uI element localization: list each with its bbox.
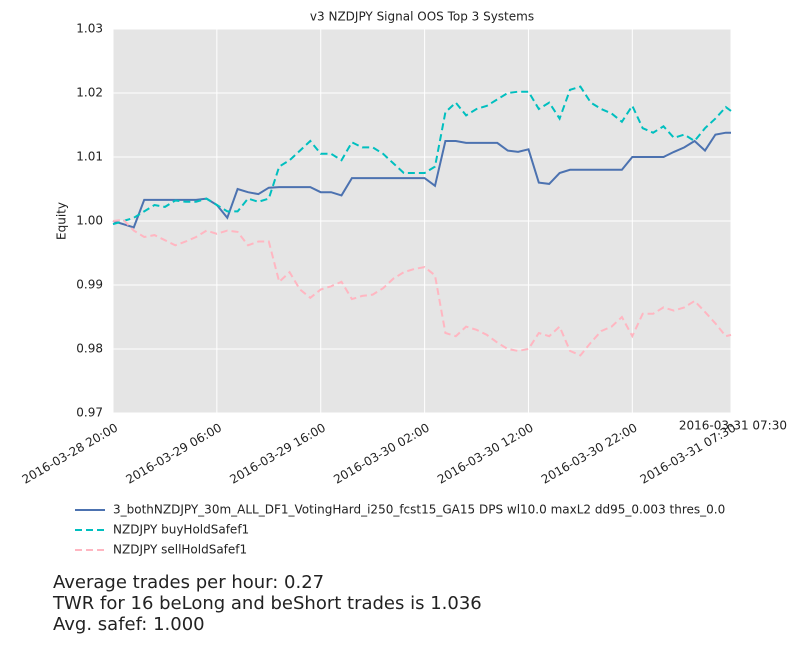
x-offset-label: 2016-03-31 07:30: [679, 419, 787, 433]
x-tick-label: 2016-03-29 06:00: [123, 421, 224, 487]
x-tick-label: 2016-03-29 16:00: [227, 421, 328, 487]
annotation: Avg. safef: 1.000: [53, 614, 205, 635]
series-line: [112, 85, 732, 226]
y-tick-label: 1.01: [76, 150, 103, 164]
annotation: Average trades per hour: 0.27: [53, 572, 324, 593]
chart-title: v3 NZDJPY Signal OOS Top 3 Systems: [310, 10, 534, 24]
legend-label: NZDJPY buyHoldSafef1: [113, 523, 249, 537]
y-tick-label: 0.97: [76, 406, 103, 420]
y-tick-label: 1.03: [76, 22, 103, 36]
annotation: TWR for 16 beLong and beShort trades is …: [52, 593, 482, 614]
y-tick-label: 1.02: [76, 86, 103, 100]
x-tick-label: 2016-03-30 02:00: [331, 421, 432, 487]
series-line: [112, 218, 732, 357]
x-tick-label: 2016-03-30 22:00: [539, 421, 640, 487]
y-tick-label: 1.00: [76, 214, 103, 228]
x-tick-label: 2016-03-28 20:00: [20, 421, 121, 487]
y-tick-label: 0.98: [76, 342, 103, 356]
y-tick-label: 0.99: [76, 278, 103, 292]
x-tick-label: 2016-03-30 12:00: [435, 421, 536, 487]
legend-label: 3_bothNZDJPY_30m_ALL_DF1_VotingHard_i250…: [113, 503, 725, 517]
legend-label: NZDJPY sellHoldSafef1: [113, 543, 247, 557]
y-axis-label: Equity: [55, 202, 69, 240]
